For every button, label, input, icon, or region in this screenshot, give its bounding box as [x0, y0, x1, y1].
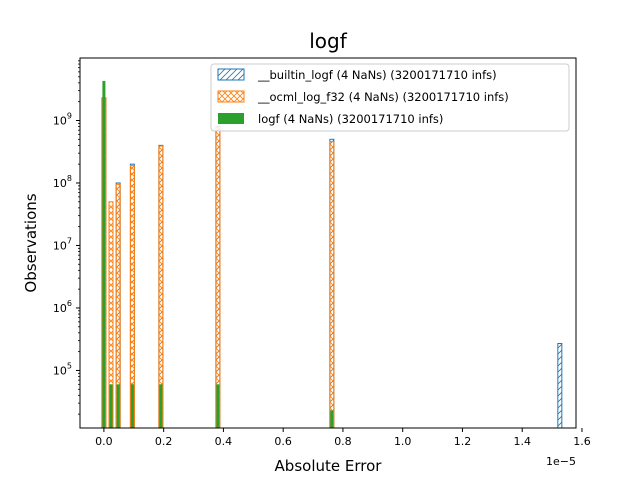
legend-swatch-logf [218, 113, 244, 124]
legend-frame [210, 63, 570, 132]
x-tick-label: 1.2 [454, 435, 472, 448]
x-tick-label: 0.4 [215, 435, 233, 448]
legend-label-builtin-logf: __builtin_logf (4 NaNs) (3200171710 infs… [257, 68, 497, 82]
y-tick-label: 108 [53, 174, 72, 190]
y-axis: 105 106 107 108 109 [53, 60, 80, 415]
y-tick-label: 107 [53, 236, 72, 252]
y-tick-label: 106 [53, 299, 72, 315]
x-tick-label: 0.6 [274, 435, 292, 448]
bar-series-3-1 [102, 80, 106, 428]
x-tick-label: 0.2 [155, 435, 173, 448]
bar-series-2-7 [329, 141, 335, 429]
bar-series-2-6 [215, 126, 221, 429]
x-axis: 0.0 0.2 0.4 0.6 0.8 1.0 1.2 1.4 1.6 [95, 428, 591, 448]
x-axis-label: Absolute Error [275, 457, 383, 475]
bars-layer [101, 80, 563, 429]
legend-swatch-ocml-log-f32 [217, 90, 245, 103]
bar-series-3-5 [159, 384, 163, 428]
x-tick-label: 1.0 [394, 435, 412, 448]
x-tick-label: 0.8 [334, 435, 352, 448]
bar-series-3-7 [330, 410, 334, 428]
x-tick-label: 0.0 [95, 435, 113, 448]
y-axis-label: Observations [22, 193, 40, 292]
x-tick-label: 1.4 [513, 435, 531, 448]
legend-swatch-builtin-logf [217, 68, 245, 81]
y-tick-label: 105 [53, 361, 72, 377]
x-axis-offset-label: 1e−5 [546, 455, 576, 468]
legend-label-ocml-log-f32: __ocml_log_f32 (4 NaNs) (3200171710 infs… [257, 90, 509, 104]
legend: __builtin_logf (4 NaNs) (3200171710 infs… [210, 63, 570, 132]
x-tick-label: 1.6 [573, 435, 591, 448]
legend-label-logf: logf (4 NaNs) (3200171710 infs) [258, 112, 443, 126]
bar-series-3-3 [116, 384, 120, 428]
plot-area [79, 57, 577, 429]
bar-series-3-2 [109, 384, 113, 428]
chart-title: logf [309, 29, 347, 53]
bar-series-1-7 [557, 343, 563, 429]
y-tick-label: 109 [53, 111, 72, 127]
bar-series-3-4 [130, 384, 134, 428]
bar-series-3-6 [216, 384, 220, 428]
